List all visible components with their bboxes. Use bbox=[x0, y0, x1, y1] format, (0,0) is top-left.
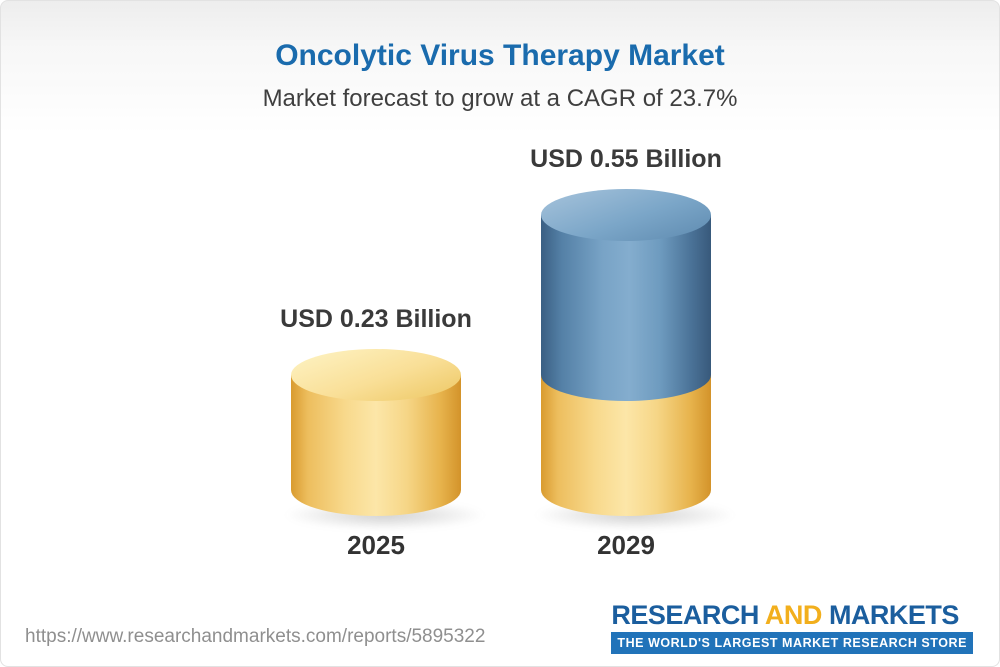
report-url[interactable]: https://www.researchandmarkets.com/repor… bbox=[25, 626, 486, 647]
category-label-2025: 2025 bbox=[347, 530, 405, 560]
chart-subtitle: Market forecast to grow at a CAGR of 23.… bbox=[262, 85, 738, 112]
logo-word-and: AND bbox=[764, 599, 823, 630]
logo-word-markets: MARKETS bbox=[828, 599, 960, 630]
chart-header: Oncolytic Virus Therapy Market Market fo… bbox=[1, 39, 999, 113]
logo-tagline: THE WORLD'S LARGEST MARKET RESEARCH STOR… bbox=[611, 632, 973, 654]
cylinder-bar-2029 bbox=[535, 1, 735, 621]
cylinder-cap bbox=[541, 189, 711, 241]
researchandmarkets-logo: RESEARCH AND MARKETS THE WORLD'S LARGEST… bbox=[611, 599, 973, 654]
logo-wordmark: RESEARCH AND MARKETS bbox=[611, 599, 973, 630]
value-label-2025: USD 0.23 Billion bbox=[280, 305, 472, 333]
bar-segment-blue bbox=[541, 215, 711, 401]
cylinder-cap bbox=[291, 349, 461, 401]
logo-word-research: RESEARCH bbox=[611, 599, 759, 630]
value-label-2029: USD 0.55 Billion bbox=[530, 145, 722, 173]
chart-title: Oncolytic Virus Therapy Market bbox=[275, 39, 725, 72]
category-label-2029: 2029 bbox=[597, 530, 655, 560]
footer: https://www.researchandmarkets.com/repor… bbox=[1, 596, 999, 666]
cylinder-bar-2025 bbox=[285, 1, 485, 621]
